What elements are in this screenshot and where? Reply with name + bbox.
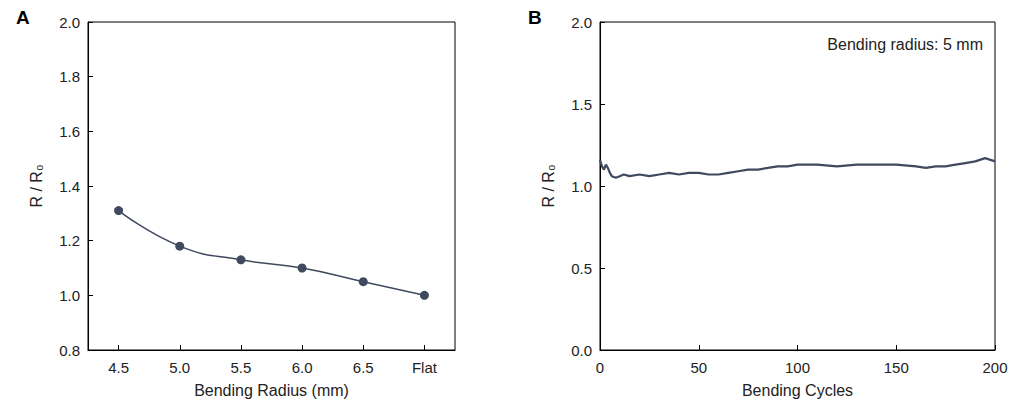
svg-text:R / R₀: R / R₀ — [540, 164, 557, 207]
svg-text:2.0: 2.0 — [571, 14, 592, 31]
svg-text:4.5: 4.5 — [108, 359, 129, 376]
svg-text:1.0: 1.0 — [571, 178, 592, 195]
svg-text:0: 0 — [596, 359, 604, 376]
svg-text:0.0: 0.0 — [571, 342, 592, 359]
svg-text:50: 50 — [690, 359, 707, 376]
svg-text:Bending radius: 5 mm: Bending radius: 5 mm — [827, 36, 983, 53]
svg-text:B: B — [528, 7, 542, 28]
svg-text:5.0: 5.0 — [169, 359, 190, 376]
svg-text:5.5: 5.5 — [230, 359, 251, 376]
svg-text:150: 150 — [884, 359, 909, 376]
svg-text:Flat: Flat — [412, 359, 438, 376]
svg-text:1.6: 1.6 — [59, 123, 80, 140]
svg-text:6.5: 6.5 — [353, 359, 374, 376]
svg-text:6.0: 6.0 — [292, 359, 313, 376]
svg-text:Bending Radius (mm): Bending Radius (mm) — [194, 382, 349, 399]
svg-text:R / R₀: R / R₀ — [28, 164, 45, 207]
svg-text:1.4: 1.4 — [59, 178, 80, 195]
svg-text:1.0: 1.0 — [59, 287, 80, 304]
svg-text:100: 100 — [785, 359, 810, 376]
svg-text:1.2: 1.2 — [59, 232, 80, 249]
svg-text:Bending Cycles: Bending Cycles — [742, 382, 853, 399]
svg-text:200: 200 — [982, 359, 1007, 376]
svg-text:A: A — [16, 7, 30, 28]
svg-text:2.0: 2.0 — [59, 14, 80, 31]
svg-text:0.5: 0.5 — [571, 260, 592, 277]
svg-text:1.5: 1.5 — [571, 96, 592, 113]
svg-text:1.8: 1.8 — [59, 68, 80, 85]
svg-text:0.8: 0.8 — [59, 342, 80, 359]
